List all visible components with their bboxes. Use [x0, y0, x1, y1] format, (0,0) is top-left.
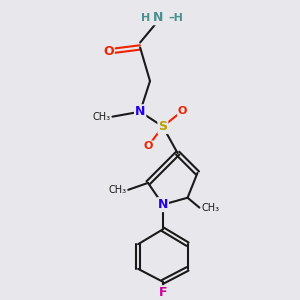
- Text: O: O: [143, 141, 153, 151]
- Text: –H: –H: [169, 13, 184, 23]
- Text: S: S: [158, 120, 167, 133]
- Text: CH₃: CH₃: [92, 112, 110, 122]
- Text: N: N: [158, 198, 168, 211]
- Text: H: H: [141, 13, 151, 23]
- Text: O: O: [103, 45, 114, 58]
- Text: CH₃: CH₃: [201, 202, 220, 213]
- Text: N: N: [135, 105, 145, 118]
- Text: F: F: [159, 286, 167, 299]
- Text: O: O: [178, 106, 187, 116]
- Text: CH₃: CH₃: [108, 185, 126, 195]
- Text: N: N: [153, 11, 163, 24]
